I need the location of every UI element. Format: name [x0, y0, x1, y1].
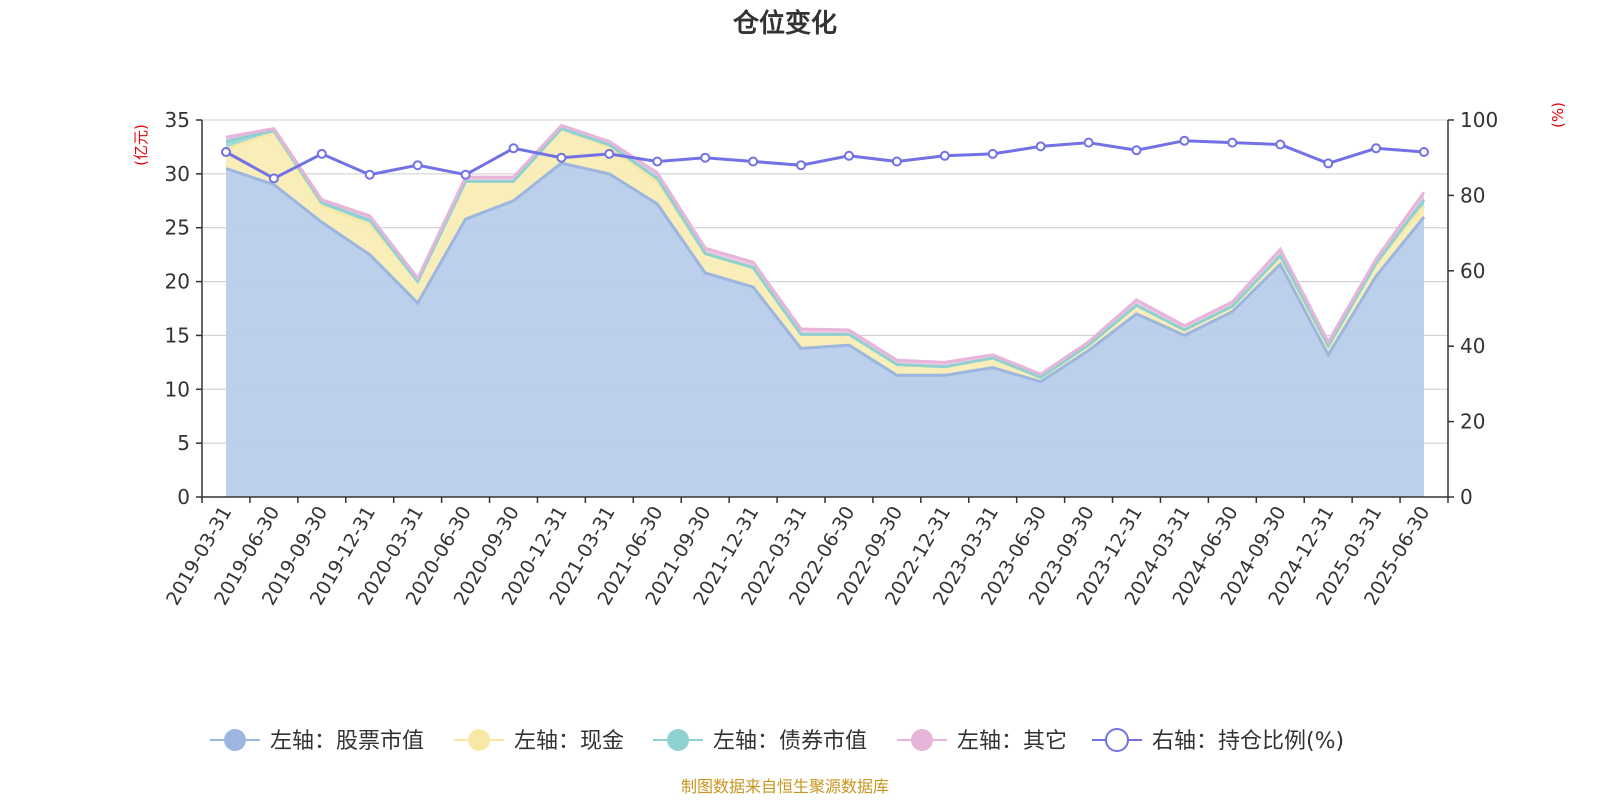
holding-ratio-point[interactable] [987, 148, 998, 159]
legend-label: 左轴：现金 [514, 729, 624, 754]
holding-ratio-point[interactable] [796, 160, 806, 171]
holding-ratio-point[interactable] [939, 150, 950, 161]
right-tick-label: 100 [1460, 108, 1498, 132]
holding-ratio-point[interactable] [1131, 145, 1142, 156]
legend-swatch-marker [911, 729, 933, 751]
left-tick-label: 25 [165, 216, 190, 240]
holding-ratio-point[interactable] [316, 148, 327, 159]
legend-label: 右轴：持仓比例(%) [1152, 729, 1344, 754]
holding-ratio-point[interactable] [1323, 158, 1334, 169]
area-1-fill [226, 163, 1424, 497]
area-2-fill [226, 128, 1424, 382]
holding-ratio-point[interactable] [412, 160, 423, 171]
holding-ratio-point[interactable] [268, 173, 279, 184]
holding-ratio-point[interactable] [364, 169, 375, 180]
holding-ratio-point[interactable] [652, 156, 663, 167]
legend-item-2[interactable]: 左轴：现金 [454, 729, 624, 754]
right-tick-label: 40 [1460, 334, 1485, 358]
holding-ratio-point[interactable] [604, 148, 615, 159]
left-tick-label: 10 [165, 377, 190, 401]
legend-item-3[interactable]: 左轴：债券市值 [653, 729, 867, 754]
legend-label: 左轴：其它 [957, 729, 1067, 754]
holding-ratio-point[interactable] [1035, 141, 1046, 152]
right-tick-label: 80 [1460, 183, 1485, 207]
holding-ratio-point[interactable] [508, 143, 519, 154]
legend-item-5[interactable]: 右轴：持仓比例(%) [1092, 728, 1344, 754]
holding-ratio-point[interactable] [748, 156, 759, 167]
holding-ratio-point[interactable] [1227, 137, 1238, 148]
left-tick-label: 0 [177, 485, 190, 509]
right-tick-label: 0 [1460, 485, 1473, 509]
holding-ratio-line [221, 135, 1429, 184]
legend-label: 左轴：债券市值 [713, 729, 867, 754]
right-tick-label: 20 [1460, 410, 1485, 434]
stacked-areas [225, 123, 1426, 497]
legend-swatch-marker [468, 729, 490, 751]
holding-ratio-point[interactable] [1179, 135, 1190, 146]
holding-ratio-point[interactable] [891, 156, 902, 167]
holding-ratio-point[interactable] [844, 150, 854, 161]
holding-ratio-point[interactable] [1419, 147, 1429, 157]
left-tick-label: 5 [177, 431, 190, 455]
holding-ratio-point[interactable] [700, 152, 711, 163]
right-axis-unit: (%) [1549, 102, 1567, 128]
chart-title: 仓位变化 [732, 8, 837, 39]
legend-swatch-marker [224, 729, 246, 751]
holding-ratio-point[interactable] [1083, 137, 1094, 148]
holding-ratio-point[interactable] [221, 147, 231, 157]
left-tick-label: 20 [165, 270, 190, 294]
area-4-edge [225, 123, 1426, 376]
holding-ratio-point[interactable] [460, 169, 471, 180]
left-tick-label: 30 [165, 162, 190, 186]
right-tick-label: 60 [1460, 259, 1485, 283]
left-axis-unit: (亿元) [132, 124, 150, 166]
holding-ratio-point[interactable] [1371, 143, 1382, 154]
holding-ratio-path [225, 139, 1425, 181]
legend-item-1[interactable]: 左轴：股票市值 [210, 729, 424, 754]
left-tick-label: 35 [165, 108, 190, 132]
holding-ratio-point[interactable] [556, 152, 567, 163]
left-tick-label: 15 [165, 323, 190, 347]
source-note: 制图数据来自恒生聚源数据库 [681, 777, 889, 796]
area-1-edge [225, 161, 1426, 384]
legend: 左轴：股票市值 左轴：现金 左轴：债券市值 左轴：其它 右轴：持仓比例(%) [210, 728, 1344, 754]
legend-swatch-marker [1105, 728, 1129, 752]
legend-item-4[interactable]: 左轴：其它 [897, 729, 1067, 754]
legend-swatch-marker [667, 729, 689, 751]
legend-label: 左轴：股票市值 [270, 729, 424, 754]
holding-ratio-point[interactable] [1275, 139, 1286, 150]
